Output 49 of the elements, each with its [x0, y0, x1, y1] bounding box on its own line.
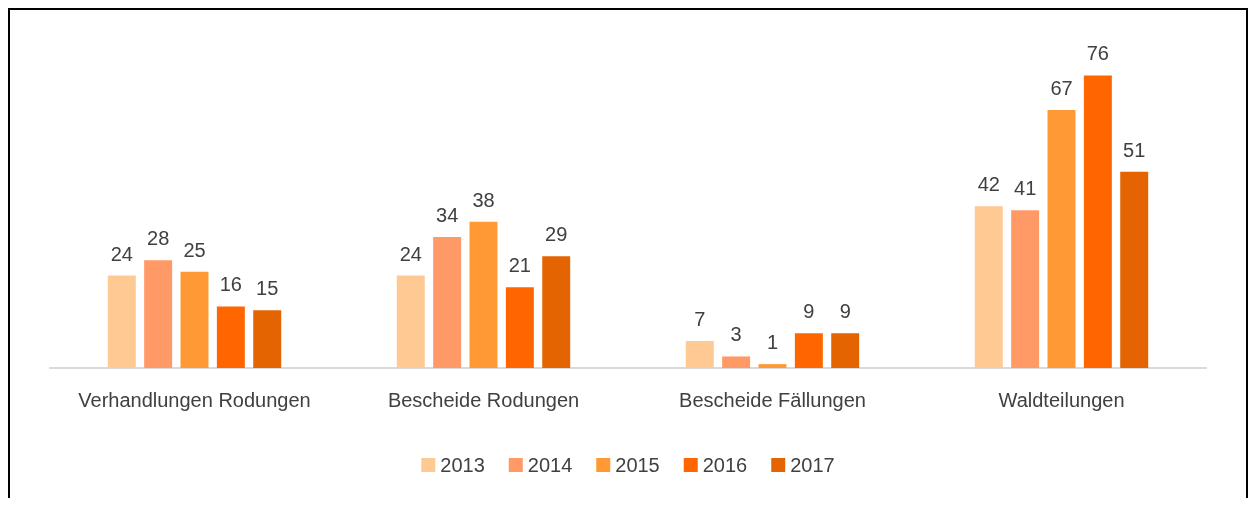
data-label: 67 — [1050, 77, 1073, 100]
data-label: 24 — [110, 242, 133, 265]
bar — [685, 341, 714, 368]
data-label: 34 — [436, 204, 459, 227]
bar — [794, 333, 823, 368]
bar — [253, 310, 282, 368]
data-label: 29 — [545, 223, 568, 246]
bar — [1083, 75, 1112, 368]
data-label: 51 — [1123, 138, 1146, 161]
bar — [433, 237, 462, 368]
data-label: 1 — [766, 331, 779, 354]
bar — [758, 364, 787, 368]
x-tick-label: Bescheide Rodungen — [387, 389, 580, 411]
legend-label: 2015 — [615, 454, 660, 476]
data-label: 41 — [1014, 177, 1037, 200]
bar — [396, 275, 425, 368]
legend-label: 2013 — [440, 454, 485, 476]
bar — [107, 275, 136, 368]
data-label: 24 — [399, 242, 422, 265]
x-tick-label: Bescheide Fällungen — [679, 389, 866, 411]
data-label: 25 — [183, 238, 206, 261]
bar — [180, 271, 209, 368]
legend-label: 2016 — [702, 454, 748, 476]
bar — [216, 306, 245, 368]
data-label: 7 — [694, 308, 706, 331]
x-tick-label: Verhandlungen Rodungen — [78, 389, 311, 411]
data-label: 9 — [839, 300, 851, 323]
bar — [144, 260, 173, 368]
bar — [722, 356, 751, 368]
data-label: 16 — [219, 273, 242, 296]
data-label: 28 — [147, 227, 170, 250]
bar — [974, 206, 1003, 368]
bar — [831, 333, 860, 368]
bar — [1011, 210, 1040, 368]
data-label: 42 — [977, 173, 1000, 196]
data-label: 15 — [256, 277, 279, 300]
x-tick-label: Waldteilungen — [998, 389, 1125, 411]
bar — [1120, 171, 1149, 368]
data-label: 21 — [508, 254, 531, 277]
legend-label: 2014 — [527, 454, 573, 476]
bar — [1047, 110, 1076, 368]
data-label: 3 — [730, 323, 742, 346]
data-label: 9 — [803, 300, 815, 323]
data-label: 38 — [472, 188, 495, 211]
bar — [542, 256, 571, 368]
bar — [469, 221, 498, 368]
data-label: 76 — [1086, 42, 1109, 65]
bar — [505, 287, 534, 368]
legend-label: 2017 — [790, 454, 835, 476]
